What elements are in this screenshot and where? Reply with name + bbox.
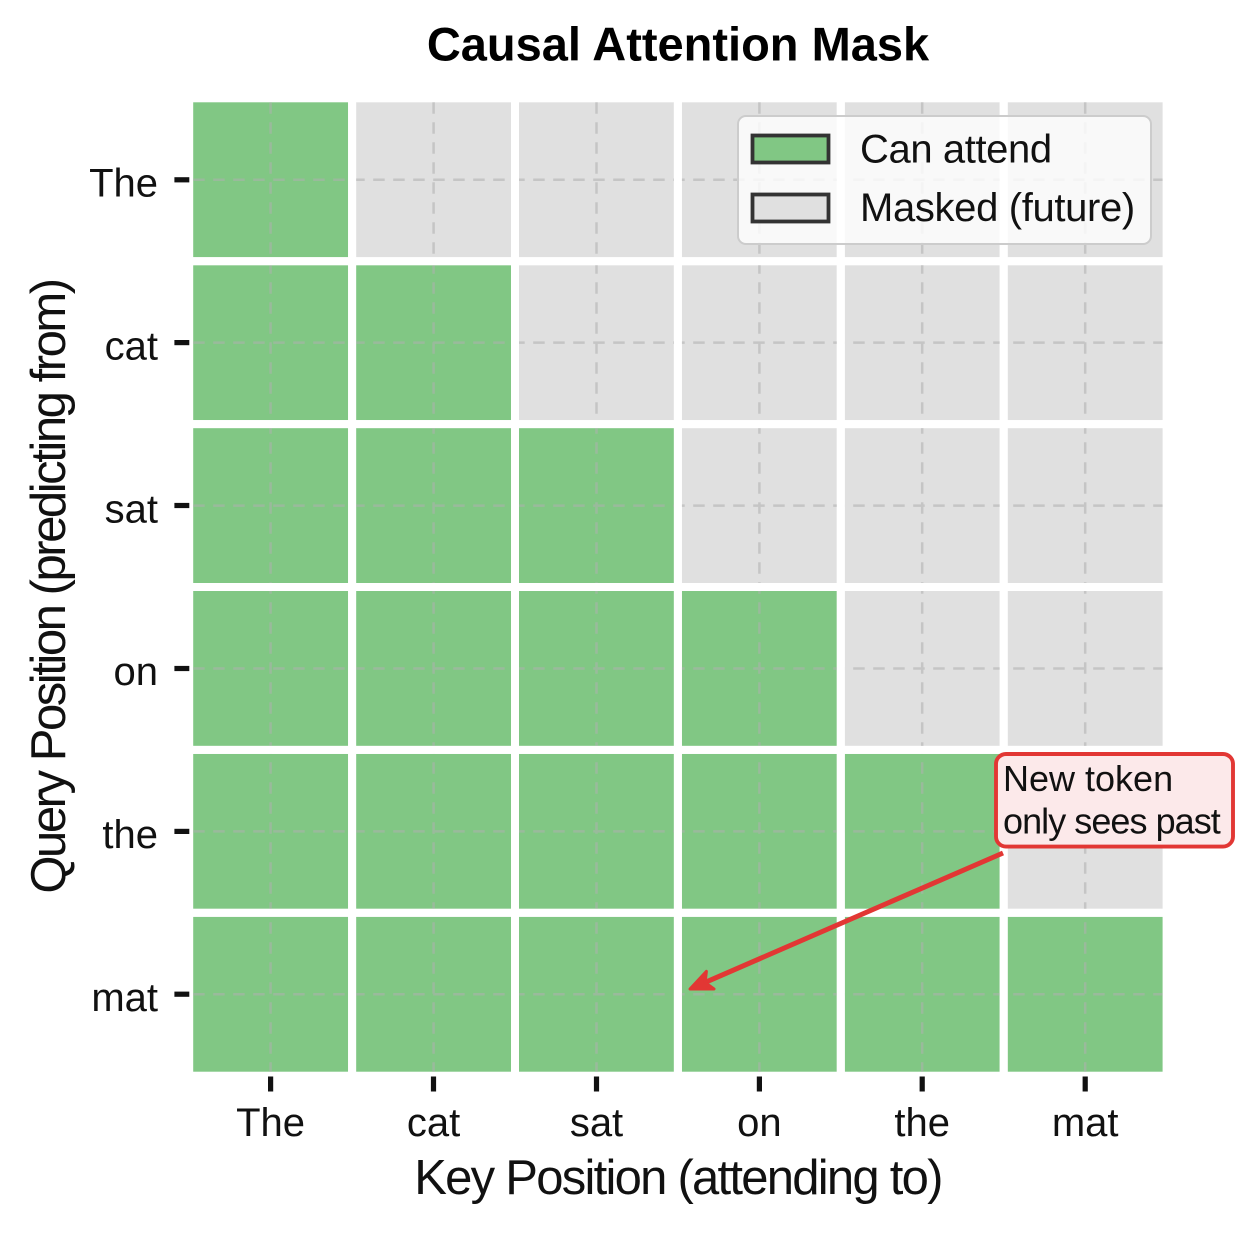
svg-text:the: the bbox=[102, 813, 158, 857]
svg-text:on: on bbox=[114, 650, 159, 694]
svg-text:Can attend: Can attend bbox=[860, 128, 1052, 172]
svg-text:on: on bbox=[737, 1101, 782, 1145]
svg-text:Masked (future): Masked (future) bbox=[860, 186, 1135, 230]
svg-text:sat: sat bbox=[105, 487, 158, 531]
svg-text:Query Position (predicting fro: Query Position (predicting from) bbox=[22, 280, 76, 893]
svg-text:mat: mat bbox=[1052, 1101, 1119, 1145]
svg-text:sat: sat bbox=[570, 1101, 623, 1145]
svg-text:the: the bbox=[894, 1101, 950, 1145]
svg-text:cat: cat bbox=[407, 1101, 460, 1145]
svg-text:only sees past: only sees past bbox=[1003, 800, 1221, 841]
svg-text:Causal Attention Mask: Causal Attention Mask bbox=[427, 18, 930, 71]
svg-text:cat: cat bbox=[105, 324, 158, 368]
svg-text:The: The bbox=[89, 162, 158, 206]
svg-text:New token: New token bbox=[1003, 758, 1173, 799]
svg-text:The: The bbox=[236, 1101, 305, 1145]
svg-text:mat: mat bbox=[91, 976, 158, 1020]
svg-text:Key Position (attending to): Key Position (attending to) bbox=[414, 1151, 941, 1205]
